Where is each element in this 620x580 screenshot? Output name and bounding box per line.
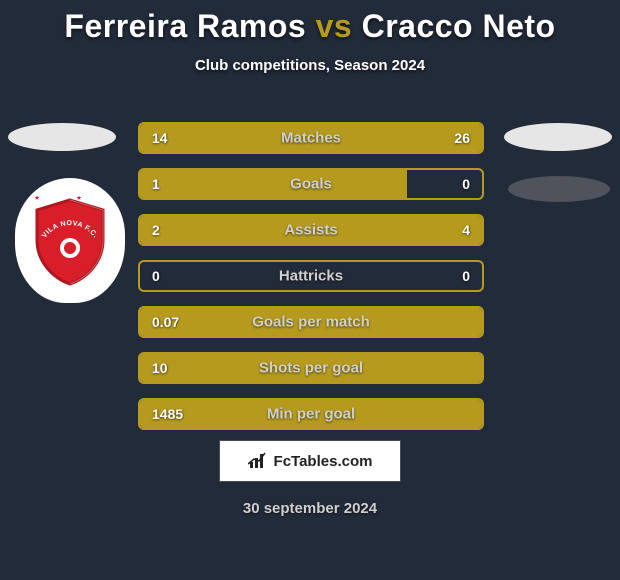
stat-value-left: 1: [152, 176, 160, 192]
stat-value-left: 0.07: [152, 314, 179, 330]
stat-row-hattricks: 0 0Hattricks: [138, 260, 484, 292]
bar-fill-left: [140, 308, 482, 336]
watermark: FcTables.com: [219, 440, 401, 482]
bar-fill-left: [140, 400, 482, 428]
date-label: 30 september 2024: [0, 500, 620, 517]
bar-fill-left: [140, 170, 407, 198]
bar-fill-right: [253, 216, 482, 244]
bar-fill-left: [140, 354, 482, 382]
stat-value-right: 0: [462, 268, 470, 284]
watermark-text: FcTables.com: [274, 453, 373, 470]
stat-row-shots-per-goal: 10Shots per goal: [138, 352, 484, 384]
title-player1: Ferreira Ramos: [64, 8, 306, 44]
stat-value-left: 14: [152, 130, 168, 146]
stat-value-left: 2: [152, 222, 160, 238]
team1-club-badge: VILA NOVA F.C.: [15, 178, 125, 303]
stat-row-goals: 10Goals: [138, 168, 484, 200]
stat-row-goals-per-match: 0.07Goals per match: [138, 306, 484, 338]
stat-value-left: 1485: [152, 406, 183, 422]
bar-chart-icon: [248, 452, 270, 470]
stat-row-matches: 1426Matches: [138, 122, 484, 154]
title-vs: vs: [316, 8, 353, 44]
title-player2: Cracco Neto: [362, 8, 556, 44]
stat-value-left: 0: [152, 268, 160, 284]
shield-icon: VILA NOVA F.C.: [31, 196, 109, 286]
subtitle: Club competitions, Season 2024: [0, 57, 620, 74]
team2-flag-placeholder: [504, 123, 612, 151]
bar-fill-right: [260, 124, 482, 152]
stat-value-right: 4: [462, 222, 470, 238]
stats-bars: 1426Matches10Goals24Assists00Hattricks0.…: [138, 122, 484, 444]
stat-value-left: 10: [152, 360, 168, 376]
stat-row-min-per-goal: 1485Min per goal: [138, 398, 484, 430]
stat-value-right: 0: [462, 176, 470, 192]
stat-row-assists: 24Assists: [138, 214, 484, 246]
team2-club-placeholder: [508, 176, 610, 202]
stat-value-right: 26: [454, 130, 470, 146]
stat-label: Hattricks: [140, 268, 482, 285]
page-title: Ferreira Ramos vs Cracco Neto: [0, 0, 620, 45]
team1-flag-placeholder: [8, 123, 116, 151]
